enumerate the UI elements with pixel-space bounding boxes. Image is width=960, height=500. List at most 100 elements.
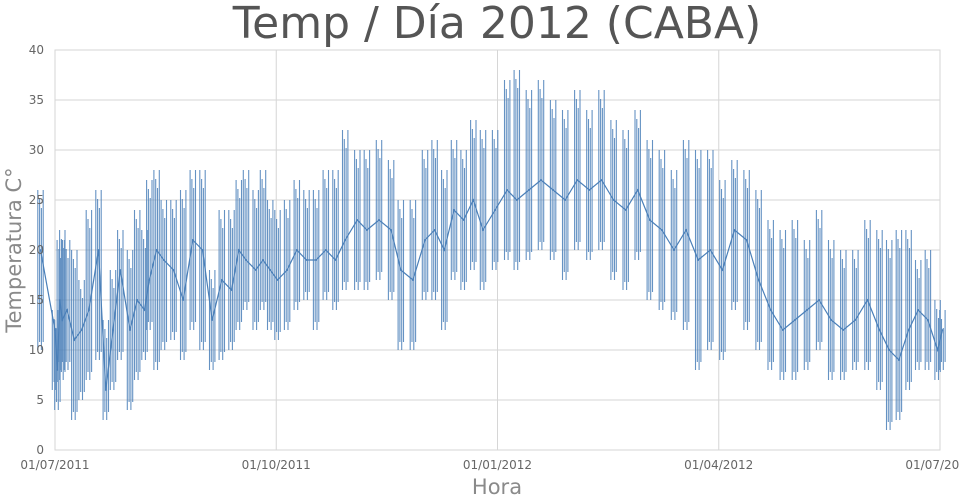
data-point (148, 279, 151, 281)
y-axis-ticks: 0 5 10 15 20 25 30 35 40 (29, 43, 44, 457)
data-point (769, 309, 772, 311)
temperature-series-line (39, 179, 943, 391)
data-point (588, 189, 591, 191)
data-point (482, 229, 484, 231)
data-point (390, 229, 392, 231)
data-point (917, 309, 920, 311)
data-point (230, 289, 233, 291)
data-point (276, 279, 279, 281)
data-point (936, 349, 939, 351)
data-point (399, 269, 402, 271)
plot-frame (54, 49, 941, 451)
x-tick-label: 01/10/2011 (242, 458, 311, 472)
data-point (315, 259, 317, 261)
data-point (269, 269, 272, 271)
data-point (378, 219, 380, 221)
data-point (697, 259, 700, 261)
data-point (842, 329, 845, 331)
data-point (54, 329, 56, 331)
data-point (757, 279, 760, 281)
data-point (324, 249, 327, 251)
data-point (564, 199, 567, 201)
y-tick-label: 25 (29, 193, 44, 207)
data-point (201, 249, 204, 251)
data-point (129, 329, 131, 331)
data-point (73, 339, 76, 341)
data-point (888, 349, 891, 351)
data-point (648, 219, 651, 221)
data-point (220, 279, 223, 281)
y-tick-label: 35 (29, 93, 44, 107)
data-point (191, 239, 194, 241)
data-point (97, 249, 100, 251)
data-point (424, 239, 426, 241)
data-point (661, 229, 663, 231)
data-point (305, 259, 308, 261)
data-point (237, 249, 240, 251)
data-point (162, 259, 165, 261)
data-point (576, 179, 579, 181)
data-point (119, 269, 122, 271)
data-point (600, 179, 603, 181)
x-tick-label: 01/04/2012 (684, 458, 753, 472)
data-point (143, 309, 146, 311)
data-point (182, 299, 185, 301)
data-point (211, 319, 214, 321)
series-layer (37, 70, 946, 430)
data-point (56, 369, 59, 371)
data-point (540, 179, 542, 181)
x-axis-ticks: 01/07/2011 01/10/2011 01/01/2012 01/04/2012… (20, 458, 960, 472)
data-point (136, 299, 139, 301)
x-tick-label: 01/07/2012 (905, 458, 960, 472)
data-point (66, 309, 68, 311)
data-point (898, 359, 900, 361)
data-point (624, 209, 627, 211)
y-tick-label: 0 (36, 443, 44, 457)
data-point (818, 299, 820, 301)
data-point (433, 229, 436, 231)
y-tick-label: 30 (29, 143, 44, 157)
temperature-range-marks (37, 70, 946, 430)
data-point (453, 209, 455, 211)
x-tick-label: 01/07/2011 (20, 458, 89, 472)
x-axis-label: Hora (472, 475, 522, 499)
y-tick-label: 5 (36, 393, 44, 407)
data-point (88, 309, 90, 311)
data-point (515, 199, 518, 201)
data-point (878, 329, 881, 331)
data-point (636, 189, 639, 191)
data-point (709, 249, 712, 251)
data-point (830, 319, 833, 321)
data-point (552, 189, 554, 191)
data-point (866, 299, 869, 301)
data-point (39, 249, 42, 251)
chart-title: Temp / Día 2012 (CABA) (232, 0, 762, 49)
data-point (61, 319, 64, 321)
data-point (286, 269, 288, 271)
data-point (781, 329, 784, 331)
data-point (745, 239, 748, 241)
y-tick-label: 40 (29, 43, 44, 57)
data-point (262, 259, 264, 261)
data-point (472, 199, 475, 201)
data-point (794, 319, 796, 321)
data-point (528, 189, 530, 191)
data-point (104, 389, 107, 391)
data-point (58, 299, 61, 301)
y-tick-label: 10 (29, 343, 44, 357)
data-point (612, 199, 615, 201)
data-point (907, 329, 910, 331)
y-tick-label: 15 (29, 293, 44, 307)
data-point (941, 329, 944, 331)
data-point (733, 229, 736, 231)
data-point (673, 249, 675, 251)
data-point (295, 249, 298, 251)
data-point (366, 229, 368, 231)
data-point (254, 269, 257, 271)
y-axis-label: Temperatura C° (2, 167, 26, 333)
y-tick-label: 20 (29, 243, 44, 257)
data-point (155, 249, 158, 251)
data-point (80, 329, 83, 331)
data-point (685, 229, 687, 231)
